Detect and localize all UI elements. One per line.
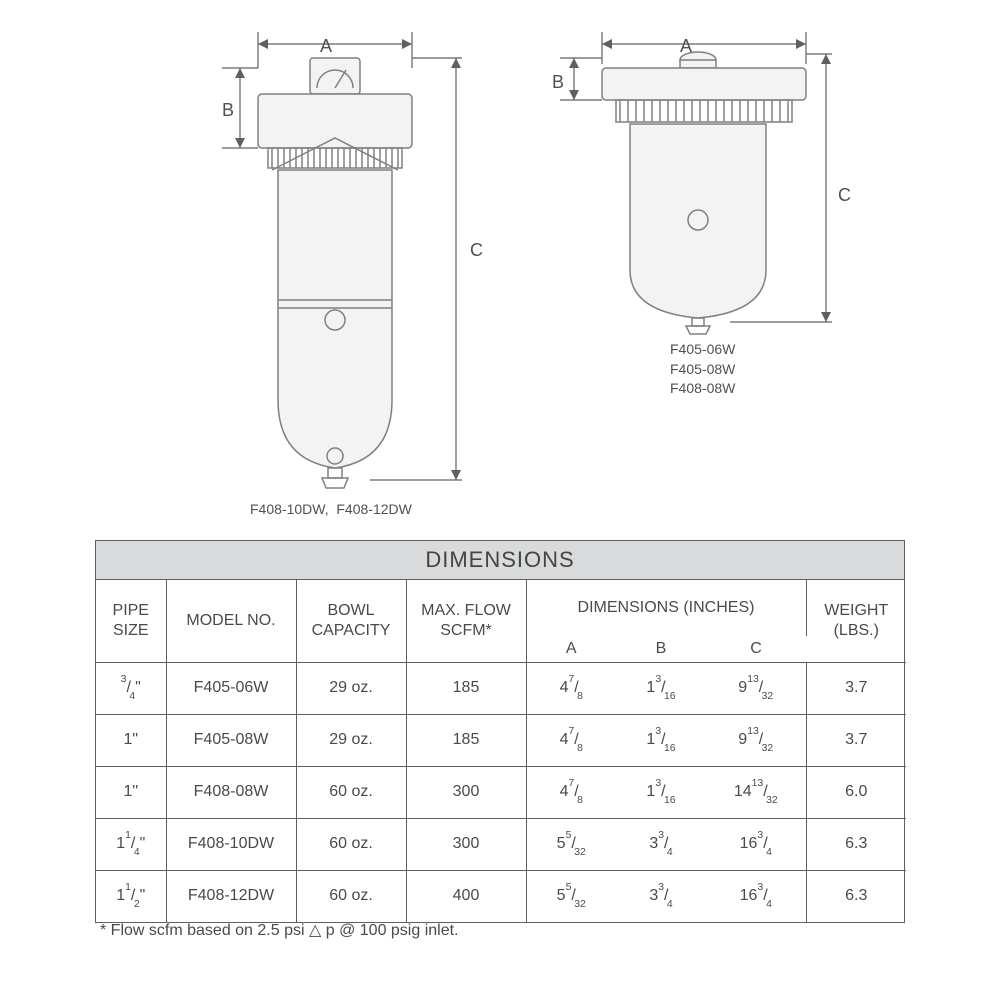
cell-pipe: 11/4" <box>96 818 166 870</box>
table-row: 11/4"F408-10DW60 oz.30055/3233/4163/46.3 <box>96 818 906 870</box>
cell-model: F405-08W <box>166 714 296 766</box>
cell-weight: 6.3 <box>806 818 906 870</box>
cell-dimC: 1413/32 <box>706 766 806 818</box>
cell-pipe: 1" <box>96 714 166 766</box>
diagram-right-svg <box>530 20 870 360</box>
diagram-left: A B C F408-10DW, F408-12DW <box>150 20 490 520</box>
cell-dimA: 47/8 <box>526 662 616 714</box>
cell-dimB: 13/16 <box>616 766 706 818</box>
dim-label-A-right: A <box>680 36 692 57</box>
dim-label-A-left: A <box>320 36 332 57</box>
cell-dimA: 55/32 <box>526 818 616 870</box>
cell-dimB: 33/4 <box>616 870 706 922</box>
dim-label-C-right: C <box>838 185 851 206</box>
hdr-pipe-size: PIPESIZE <box>96 580 166 662</box>
hdr-bowl: BOWLCAPACITY <box>296 580 406 662</box>
caption-left: F408-10DW, F408-12DW <box>250 500 412 520</box>
cell-bowl: 29 oz. <box>296 662 406 714</box>
cell-weight: 6.3 <box>806 870 906 922</box>
hdr-flow: MAX. FLOWSCFM* <box>406 580 526 662</box>
cell-flow: 400 <box>406 870 526 922</box>
cell-bowl: 29 oz. <box>296 714 406 766</box>
cell-pipe: 1" <box>96 766 166 818</box>
cell-bowl: 60 oz. <box>296 818 406 870</box>
cell-dimA: 55/32 <box>526 870 616 922</box>
cell-dimC: 913/32 <box>706 662 806 714</box>
cell-model: F408-08W <box>166 766 296 818</box>
cell-dimB: 13/16 <box>616 662 706 714</box>
table-body: 3/4"F405-06W29 oz.18547/813/16913/323.71… <box>96 662 906 922</box>
cell-model: F408-12DW <box>166 870 296 922</box>
table-row: 3/4"F405-06W29 oz.18547/813/16913/323.7 <box>96 662 906 714</box>
cell-weight: 3.7 <box>806 662 906 714</box>
cell-dimC: 163/4 <box>706 870 806 922</box>
table: PIPESIZE MODEL NO. BOWLCAPACITY MAX. FLO… <box>96 580 906 922</box>
cell-flow: 185 <box>406 714 526 766</box>
cell-dimB: 13/16 <box>616 714 706 766</box>
caption-right: F405-06WF405-08WF408-08W <box>670 340 735 399</box>
cell-bowl: 60 oz. <box>296 870 406 922</box>
cell-flow: 300 <box>406 818 526 870</box>
cell-flow: 300 <box>406 766 526 818</box>
cell-dimA: 47/8 <box>526 766 616 818</box>
cell-model: F405-06W <box>166 662 296 714</box>
dim-label-B-left: B <box>222 100 234 121</box>
table-row: 1"F408-08W60 oz.30047/813/161413/326.0 <box>96 766 906 818</box>
table-row: 1"F405-08W29 oz.18547/813/16913/323.7 <box>96 714 906 766</box>
hdr-dim-group: DIMENSIONS (INCHES) <box>526 580 806 636</box>
cell-dimC: 913/32 <box>706 714 806 766</box>
hdr-dim-A: A <box>526 636 616 662</box>
dim-label-B-right: B <box>552 72 564 93</box>
cell-dimB: 33/4 <box>616 818 706 870</box>
hdr-dim-C: C <box>706 636 806 662</box>
footnote: * Flow scfm based on 2.5 psi △ p @ 100 p… <box>100 920 459 940</box>
dimensions-table: DIMENSIONS PIPESIZE MODEL NO. BOWLCAPACI… <box>95 540 905 923</box>
table-title: DIMENSIONS <box>96 541 904 580</box>
hdr-model-no: MODEL NO. <box>166 580 296 662</box>
table-row: 11/2"F408-12DW60 oz.40055/3233/4163/46.3 <box>96 870 906 922</box>
diagram-region: A B C F408-10DW, F408-12DW <box>110 20 890 520</box>
page: A B C F408-10DW, F408-12DW <box>0 0 1000 987</box>
cell-weight: 3.7 <box>806 714 906 766</box>
hdr-dim-B: B <box>616 636 706 662</box>
cell-pipe: 3/4" <box>96 662 166 714</box>
cell-pipe: 11/2" <box>96 870 166 922</box>
hdr-weight: WEIGHT(LBS.) <box>806 580 906 662</box>
cell-dimA: 47/8 <box>526 714 616 766</box>
cell-flow: 185 <box>406 662 526 714</box>
cell-bowl: 60 oz. <box>296 766 406 818</box>
diagram-left-svg <box>150 20 490 520</box>
dim-label-C-left: C <box>470 240 483 261</box>
diagram-right: A B C F405-06WF405-08WF408-08W <box>530 20 870 360</box>
cell-dimC: 163/4 <box>706 818 806 870</box>
cell-model: F408-10DW <box>166 818 296 870</box>
cell-weight: 6.0 <box>806 766 906 818</box>
